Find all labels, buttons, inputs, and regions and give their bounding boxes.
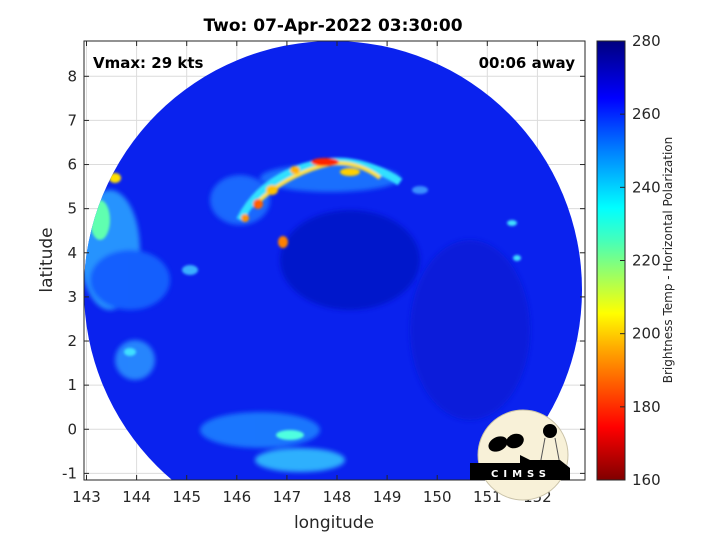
y-tick-label: -1: [62, 464, 77, 482]
vmax-annotation: Vmax: 29 kts: [93, 54, 203, 72]
x-tick-label: 144: [122, 488, 151, 506]
y-axis-label: latitude: [37, 227, 57, 292]
colorbar-label: Brightness Temp - Horizontal Polarizatio…: [661, 137, 675, 384]
axis-ticks: 143144145146147148149150151152-101234567…: [62, 41, 585, 506]
cimss-logo: CIMSS: [470, 409, 570, 501]
colorbar-tick-label: 220: [632, 252, 661, 270]
x-tick-label: 147: [273, 488, 302, 506]
y-tick-label: 1: [67, 376, 77, 394]
x-tick-label: 151: [473, 488, 502, 506]
x-axis-label: longitude: [294, 513, 374, 533]
x-tick-label: 145: [172, 488, 201, 506]
y-tick-label: 5: [67, 200, 77, 218]
brightness-temp-image: [84, 41, 582, 480]
y-tick-label: 8: [67, 67, 77, 85]
x-tick-label: 150: [423, 488, 452, 506]
x-tick-label: 143: [72, 488, 101, 506]
x-tick-label: 148: [323, 488, 352, 506]
colorbar-tick-label: 160: [632, 471, 661, 489]
y-tick-label: 4: [67, 244, 77, 262]
colorbar-tick-label: 180: [632, 398, 661, 416]
y-tick-label: 6: [67, 156, 77, 174]
y-tick-label: 3: [67, 288, 77, 306]
time-away-annotation: 00:06 away: [479, 54, 576, 72]
axes-box: [83, 40, 586, 481]
colorbar-tick-label: 280: [632, 32, 661, 50]
colorbar-tick-label: 200: [632, 325, 661, 343]
plot-title: Two: 07-Apr-2022 03:30:00: [203, 16, 462, 36]
colorbar-tick-label: 240: [632, 178, 661, 196]
x-tick-label: 146: [222, 488, 251, 506]
colorbar-ticks: 160 180 200 220 240 260 280: [620, 32, 661, 489]
x-tick-label: 149: [373, 488, 402, 506]
y-tick-label: 2: [67, 332, 77, 350]
y-tick-label: 0: [67, 420, 77, 438]
y-tick-label: 7: [67, 111, 77, 129]
colorbar-tick-label: 260: [632, 105, 661, 123]
logo-text: CIMSS: [491, 469, 551, 480]
